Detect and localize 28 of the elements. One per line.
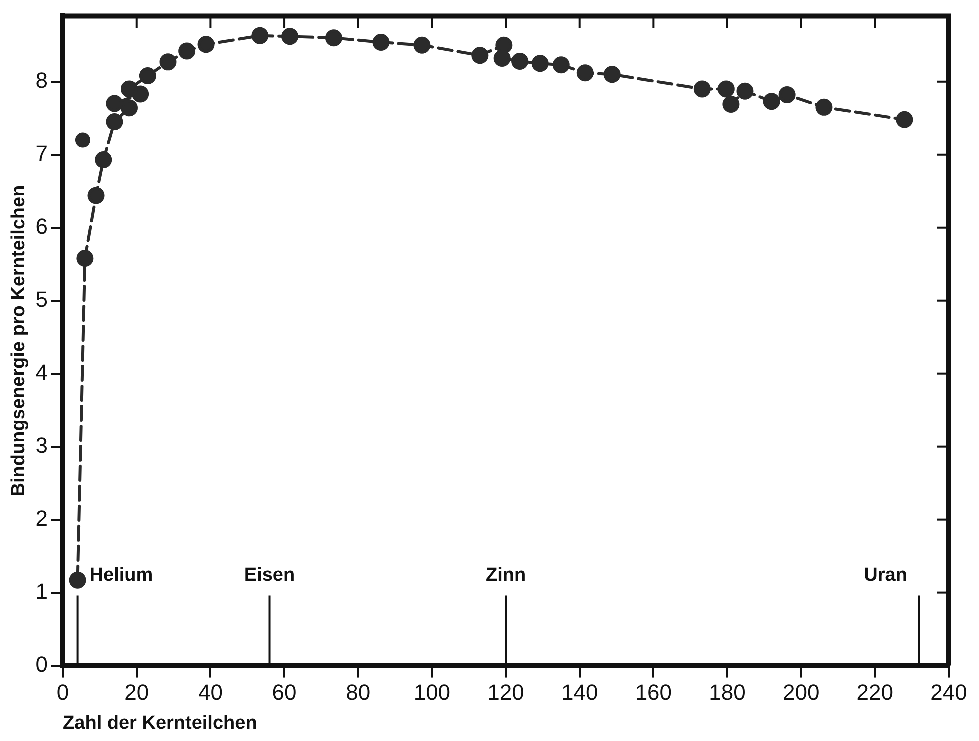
x-tick-label: 20	[124, 680, 150, 706]
y-tick-label: 3	[36, 432, 48, 458]
x-tick-label: 60	[272, 680, 297, 706]
y-tick-label: 5	[36, 286, 48, 312]
x-tick-label: 160	[635, 680, 672, 706]
x-tick-label: 80	[346, 680, 371, 706]
ref-line-label: Uran	[864, 565, 908, 586]
x-axis-title: Zahl der Kernteilchen	[63, 712, 258, 734]
y-tick-label: 0	[36, 652, 48, 677]
x-tick-label: 100	[414, 680, 451, 706]
x-tick-label: 220	[856, 680, 894, 706]
y-tick-label: 8	[36, 68, 48, 93]
x-tick-label: 180	[709, 680, 746, 706]
y-axis-title: Bindungsenergie pro Kernteilchen	[8, 185, 30, 497]
x-tick-label: 40	[198, 680, 223, 706]
y-tick-label: 4	[36, 360, 48, 385]
x-tick-label: 200	[782, 680, 820, 706]
ref-line-label: Zinn	[486, 565, 526, 586]
y-tick-label: 6	[36, 214, 48, 239]
ref-line-label: Eisen	[244, 565, 296, 586]
y-tick-label: 2	[36, 506, 48, 531]
x-tick-label: 240	[930, 680, 968, 706]
y-tick-label: 1	[36, 578, 48, 604]
x-tick-label: 0	[56, 680, 70, 706]
y-tick-label: 7	[36, 140, 48, 166]
x-tick-label: 120	[488, 680, 524, 706]
ref-line-label: Helium	[90, 565, 154, 586]
x-tick-label: 140	[561, 680, 598, 706]
